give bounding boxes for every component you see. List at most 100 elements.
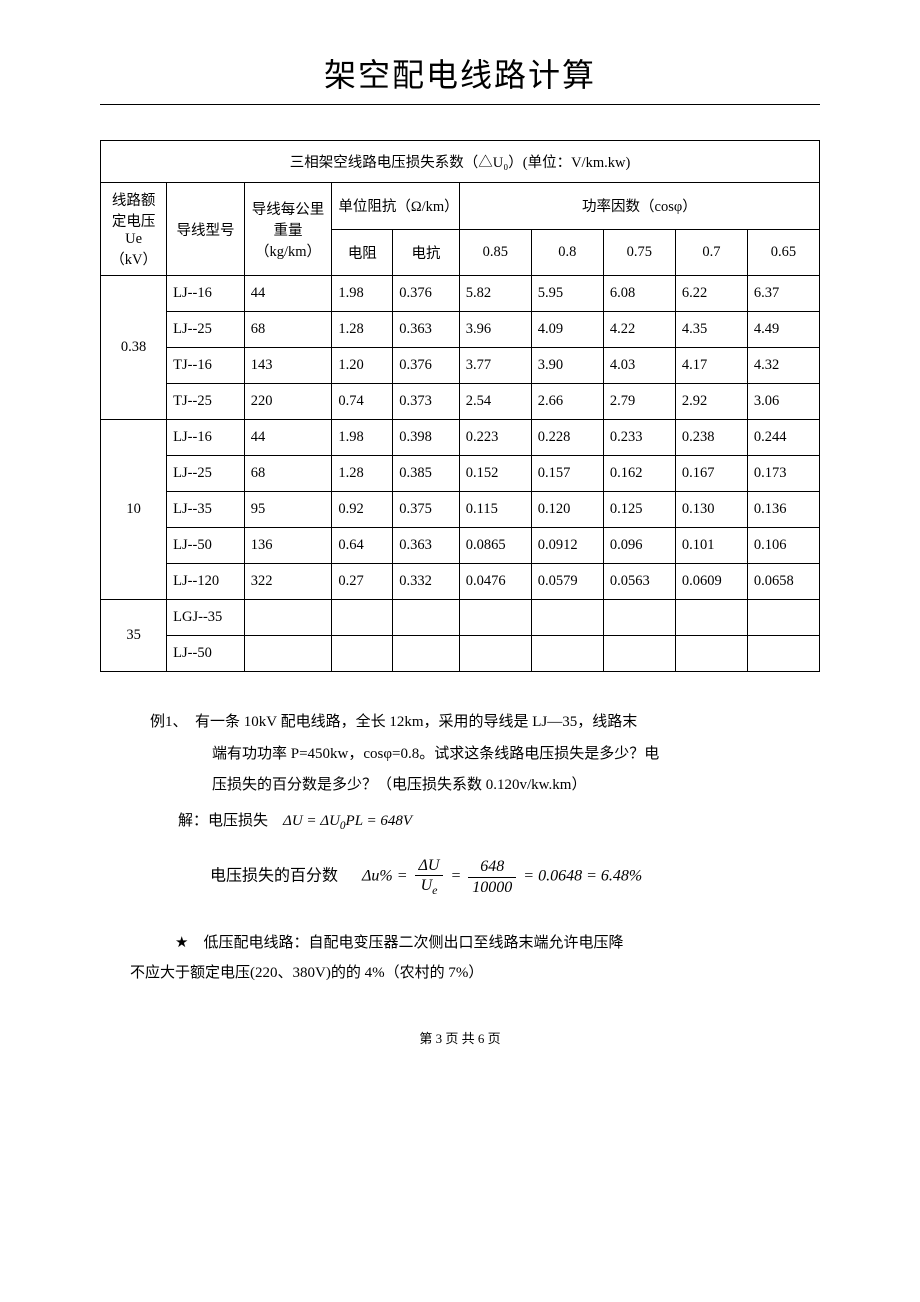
cell-c3: 4.22 — [603, 312, 675, 348]
note-line2: 不应大于额定电压(220、380V)的的 4%（农村的 7%） — [130, 958, 820, 988]
page-footer: 第 3 页 共 6 页 — [100, 1028, 820, 1047]
cell-c4: 0.238 — [675, 420, 747, 456]
table-row: LJ--25681.280.3850.1520.1570.1620.1670.1… — [101, 456, 820, 492]
frac1-num: ΔU — [415, 856, 444, 876]
cell-weight: 44 — [244, 420, 332, 456]
cell-r: 0.27 — [332, 564, 393, 600]
frac1-den-main: U — [421, 877, 433, 894]
voltage-cell: 0.38 — [101, 276, 167, 420]
cell-r: 1.20 — [332, 348, 393, 384]
cell-model: LJ--120 — [167, 564, 245, 600]
cell-c2: 2.66 — [531, 384, 603, 420]
cell-model: LJ--50 — [167, 636, 245, 672]
voltage-loss-table: 三相架空线路电压损失系数（△U₀）(单位：V/km.kw) 线路额定电压Ue（k… — [100, 140, 820, 672]
cell-c3 — [603, 600, 675, 636]
cell-c1 — [459, 636, 531, 672]
formula2-lhs: Δu% = — [362, 868, 408, 885]
formula-percent: 电压损失的百分数 Δu% = ΔU Ue = 648 10000 = 0.064… — [210, 856, 790, 898]
note-block: ★ 低压配电线路：自配电变压器二次侧出口至线路末端允许电压降 不应大于额定电压(2… — [130, 928, 820, 988]
table-row: 0.38LJ--16441.980.3765.825.956.086.226.3… — [101, 276, 820, 312]
cell-weight: 68 — [244, 312, 332, 348]
frac2-den: 10000 — [468, 878, 516, 897]
cell-r — [332, 600, 393, 636]
note-line1: 低压配电线路：自配电变压器二次侧出口至线路末端允许电压降 — [203, 935, 623, 951]
cell-x: 0.363 — [393, 312, 459, 348]
cell-weight: 136 — [244, 528, 332, 564]
cell-c3: 0.0563 — [603, 564, 675, 600]
cell-r: 0.92 — [332, 492, 393, 528]
cell-c3: 6.08 — [603, 276, 675, 312]
cell-r: 1.98 — [332, 420, 393, 456]
cell-c2: 3.90 — [531, 348, 603, 384]
table-row: TJ--252200.740.3732.542.662.792.923.06 — [101, 384, 820, 420]
cell-r: 0.64 — [332, 528, 393, 564]
cell-model: TJ--25 — [167, 384, 245, 420]
cell-c4: 2.92 — [675, 384, 747, 420]
cell-c5: 0.244 — [747, 420, 819, 456]
col-header-pf3: 0.75 — [603, 229, 675, 276]
cell-c3 — [603, 636, 675, 672]
cell-c1: 2.54 — [459, 384, 531, 420]
col-header-pf-group: 功率因数（cosφ） — [459, 183, 819, 230]
cell-c2 — [531, 600, 603, 636]
table-row: 35LGJ--35 — [101, 600, 820, 636]
cell-c5: 4.49 — [747, 312, 819, 348]
cell-x: 0.373 — [393, 384, 459, 420]
cell-x — [393, 636, 459, 672]
table-row: LJ--50 — [101, 636, 820, 672]
cell-r: 1.28 — [332, 456, 393, 492]
cell-r: 0.74 — [332, 384, 393, 420]
cell-c2: 0.0912 — [531, 528, 603, 564]
cell-c2: 0.228 — [531, 420, 603, 456]
cell-c1: 0.0476 — [459, 564, 531, 600]
cell-c1: 0.0865 — [459, 528, 531, 564]
cell-model: LJ--35 — [167, 492, 245, 528]
cell-c5: 3.06 — [747, 384, 819, 420]
cell-c3: 2.79 — [603, 384, 675, 420]
cell-model: LJ--16 — [167, 276, 245, 312]
table-row: 10LJ--16441.980.3980.2230.2280.2330.2380… — [101, 420, 820, 456]
cell-weight — [244, 600, 332, 636]
cell-c5: 0.0658 — [747, 564, 819, 600]
frac1-den-sub: e — [432, 884, 437, 898]
cell-c2: 0.0579 — [531, 564, 603, 600]
formula1-rhs: PL = 648V — [346, 813, 413, 829]
cell-weight: 322 — [244, 564, 332, 600]
table-row: LJ--1203220.270.3320.04760.05790.05630.0… — [101, 564, 820, 600]
cell-x: 0.398 — [393, 420, 459, 456]
cell-x: 0.375 — [393, 492, 459, 528]
example-block: 例1、 有一条 10kV 配电线路，全长 12km，采用的导线是 LJ—35，线… — [150, 707, 790, 898]
cell-c4: 4.17 — [675, 348, 747, 384]
cell-c1: 3.96 — [459, 312, 531, 348]
cell-c1: 0.115 — [459, 492, 531, 528]
cell-c4: 0.101 — [675, 528, 747, 564]
cell-weight: 44 — [244, 276, 332, 312]
cell-c3: 0.162 — [603, 456, 675, 492]
col-header-pf5: 0.65 — [747, 229, 819, 276]
cell-r: 1.28 — [332, 312, 393, 348]
cell-c3: 0.125 — [603, 492, 675, 528]
cell-c3: 0.233 — [603, 420, 675, 456]
cell-c4 — [675, 600, 747, 636]
cell-model: TJ--16 — [167, 348, 245, 384]
cell-model: LGJ--35 — [167, 600, 245, 636]
col-header-voltage: 线路额定电压Ue（kV） — [101, 183, 167, 276]
col-header-weight: 导线每公里重量（kg/km） — [244, 183, 332, 276]
cell-c5: 4.32 — [747, 348, 819, 384]
cell-c4: 0.0609 — [675, 564, 747, 600]
cell-c4: 6.22 — [675, 276, 747, 312]
cell-c1: 0.223 — [459, 420, 531, 456]
cell-c2: 0.120 — [531, 492, 603, 528]
star-icon: ★ — [175, 935, 188, 951]
cell-r — [332, 636, 393, 672]
formula2-rhs: = 0.0648 = 6.48% — [523, 868, 642, 885]
cell-weight: 95 — [244, 492, 332, 528]
cell-model: LJ--16 — [167, 420, 245, 456]
cell-c1: 0.152 — [459, 456, 531, 492]
cell-c2: 0.157 — [531, 456, 603, 492]
cell-weight: 68 — [244, 456, 332, 492]
example-line2: 端有功功率 P=450kw，cosφ=0.8。试求这条线路电压损失是多少？电 — [212, 739, 790, 771]
cell-c5 — [747, 600, 819, 636]
col-header-impedance-group: 单位阻抗（Ω/km） — [332, 183, 459, 230]
col-header-model: 导线型号 — [167, 183, 245, 276]
